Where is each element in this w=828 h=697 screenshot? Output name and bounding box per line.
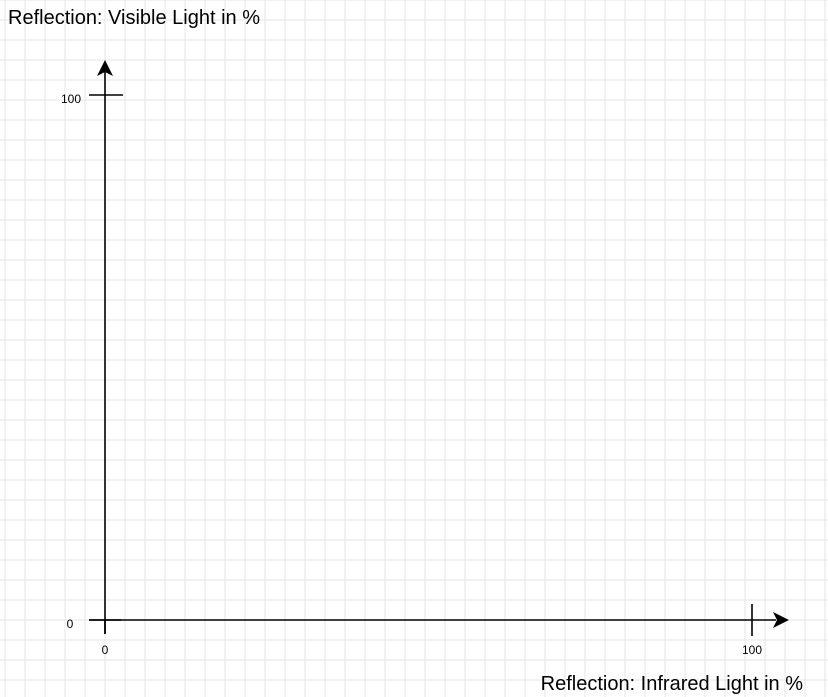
axes: [89, 60, 789, 634]
y-tick-label-0: 0: [67, 617, 74, 631]
y-tick-label-100: 100: [61, 92, 81, 106]
y-axis-arrow-icon: [97, 60, 113, 76]
x-axis-title: Reflection: Infrared Light in %: [541, 673, 804, 695]
x-tick-label-100: 100: [742, 643, 762, 657]
x-axis-ticks: 0 100: [102, 604, 762, 657]
y-axis-title: Reflection: Visible Light in %: [8, 7, 260, 29]
y-axis-ticks: 0 100: [61, 92, 123, 631]
x-axis-arrow-icon: [773, 612, 789, 628]
x-tick-label-0: 0: [102, 643, 109, 657]
